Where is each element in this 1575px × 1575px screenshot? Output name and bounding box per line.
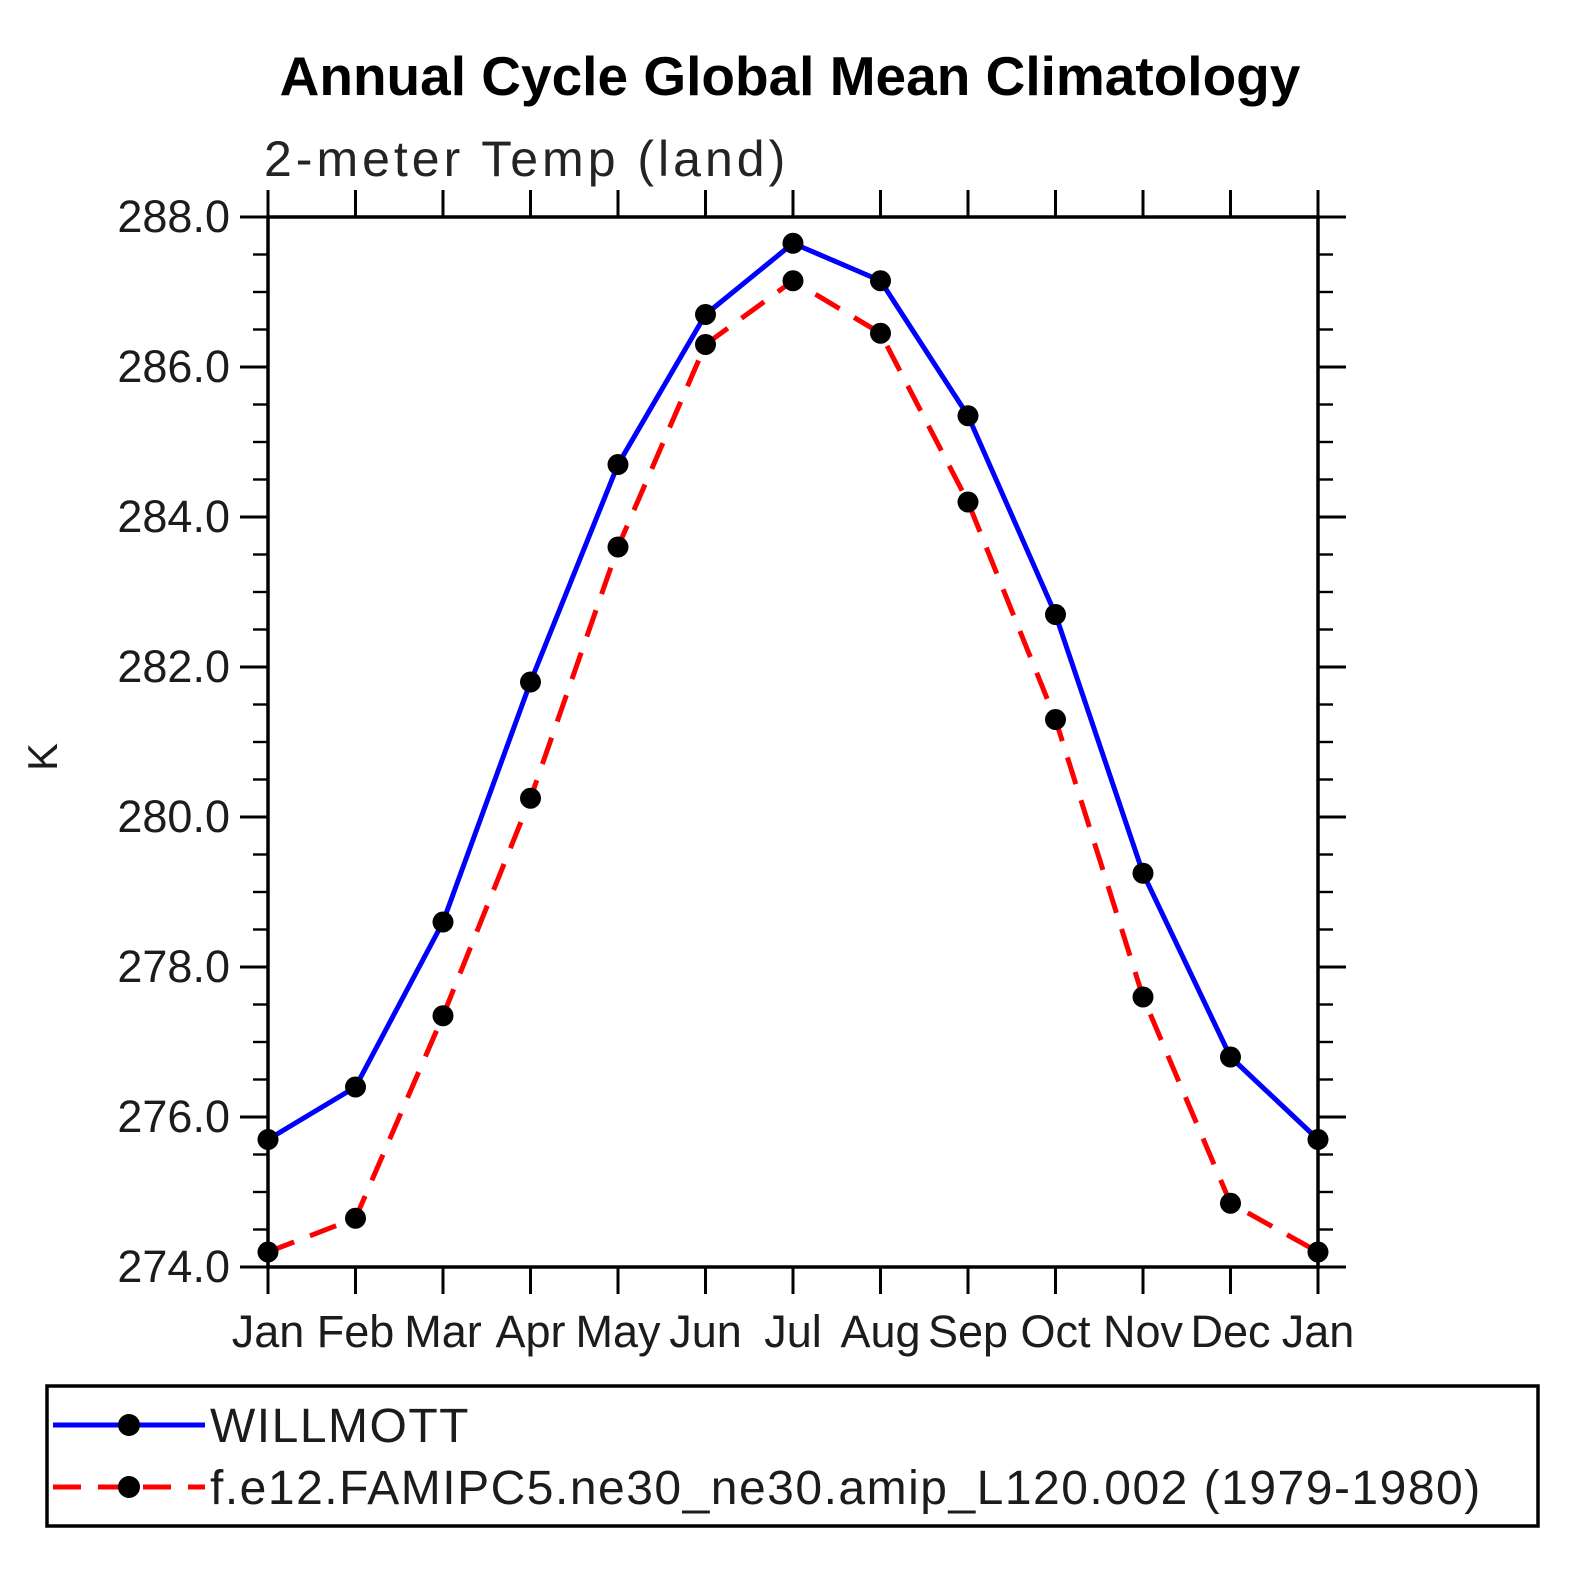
axis-tick-labels: Jan Feb Mar Apr May Jun Jul Aug Sep Oct Nov Dec Jan2… <box>117 191 1354 1357</box>
x-tick-label: Apr <box>495 1306 565 1357</box>
y-tick-label: 282.0 <box>117 641 230 692</box>
data-point <box>782 270 804 292</box>
data-point <box>695 304 716 325</box>
data-point <box>520 671 541 693</box>
legend-entry-model: f.e12.FAMIPC5.ne30_ne30.amip_L120.002 (1… <box>53 1462 1482 1515</box>
data-point <box>607 454 629 475</box>
y-tick-label: 280.0 <box>117 791 230 842</box>
y-tick-label: 286.0 <box>117 341 230 392</box>
data-point <box>870 270 891 292</box>
y-axis-unit-label: K <box>19 743 66 771</box>
y-tick-label: 274.0 <box>117 1241 230 1292</box>
data-point <box>1045 709 1066 730</box>
data-point <box>345 1207 366 1229</box>
series-line-solid <box>266 240 1320 1142</box>
y-tick-label: 284.0 <box>117 491 230 542</box>
x-tick-label: Sep <box>928 1306 1008 1357</box>
x-tick-label: May <box>575 1306 661 1357</box>
plot-frame <box>266 215 1320 1269</box>
data-point <box>432 911 454 933</box>
legend-entry-willmott: WILLMOTT <box>53 1400 470 1453</box>
data-point <box>695 334 716 355</box>
legend-label-model: f.e12.FAMIPC5.ne30_ne30.amip_L120.002 (1… <box>210 1462 1482 1515</box>
legend-marker-dot <box>118 1414 140 1436</box>
y-tick-label: 276.0 <box>117 1091 230 1142</box>
chart-title: Annual Cycle Global Mean Climatology <box>280 45 1301 107</box>
data-point <box>870 322 891 344</box>
legend-label-willmott: WILLMOTT <box>210 1400 470 1453</box>
x-tick-label: Nov <box>1103 1306 1184 1357</box>
data-point <box>432 1005 454 1027</box>
data-point <box>1132 986 1154 1008</box>
data-point <box>607 536 629 558</box>
y-tick-label: 288.0 <box>117 191 230 242</box>
x-tick-label: Jul <box>764 1306 822 1357</box>
series-line-dashed <box>267 278 1320 1255</box>
data-point <box>1132 862 1154 884</box>
x-tick-label: Oct <box>1020 1306 1091 1357</box>
data-point <box>957 491 979 513</box>
series-willmott <box>257 232 1329 1150</box>
legend: WILLMOTT f.e12.FAMIPC5.ne30_ne30.amip_L1… <box>45 1384 1540 1528</box>
x-tick-label: Aug <box>840 1306 920 1357</box>
data-point <box>345 1076 366 1098</box>
x-tick-label: Feb <box>317 1306 395 1357</box>
chart-subtitle: 2-meter Temp (land) <box>264 131 789 187</box>
x-tick-label: Jan <box>232 1306 305 1357</box>
x-tick-label: Mar <box>404 1306 482 1357</box>
data-series <box>257 232 1329 1263</box>
legend-marker-dot <box>118 1476 140 1498</box>
data-point <box>1307 1241 1329 1263</box>
x-tick-label: Dec <box>1190 1306 1270 1357</box>
data-point <box>782 232 804 254</box>
x-tick-label: Jun <box>669 1306 742 1357</box>
series-model <box>257 270 1329 1263</box>
data-point <box>1220 1046 1241 1068</box>
data-point <box>1307 1129 1329 1150</box>
data-point <box>957 405 979 427</box>
data-point <box>520 787 541 809</box>
data-point <box>1045 604 1066 625</box>
y-tick-label: 278.0 <box>117 941 230 992</box>
data-point <box>1220 1192 1241 1214</box>
legend-box <box>45 1384 1540 1528</box>
axis-ticks <box>240 190 1346 1294</box>
data-point <box>257 1241 279 1263</box>
data-point <box>257 1129 279 1150</box>
x-tick-label: Jan <box>1282 1306 1355 1357</box>
